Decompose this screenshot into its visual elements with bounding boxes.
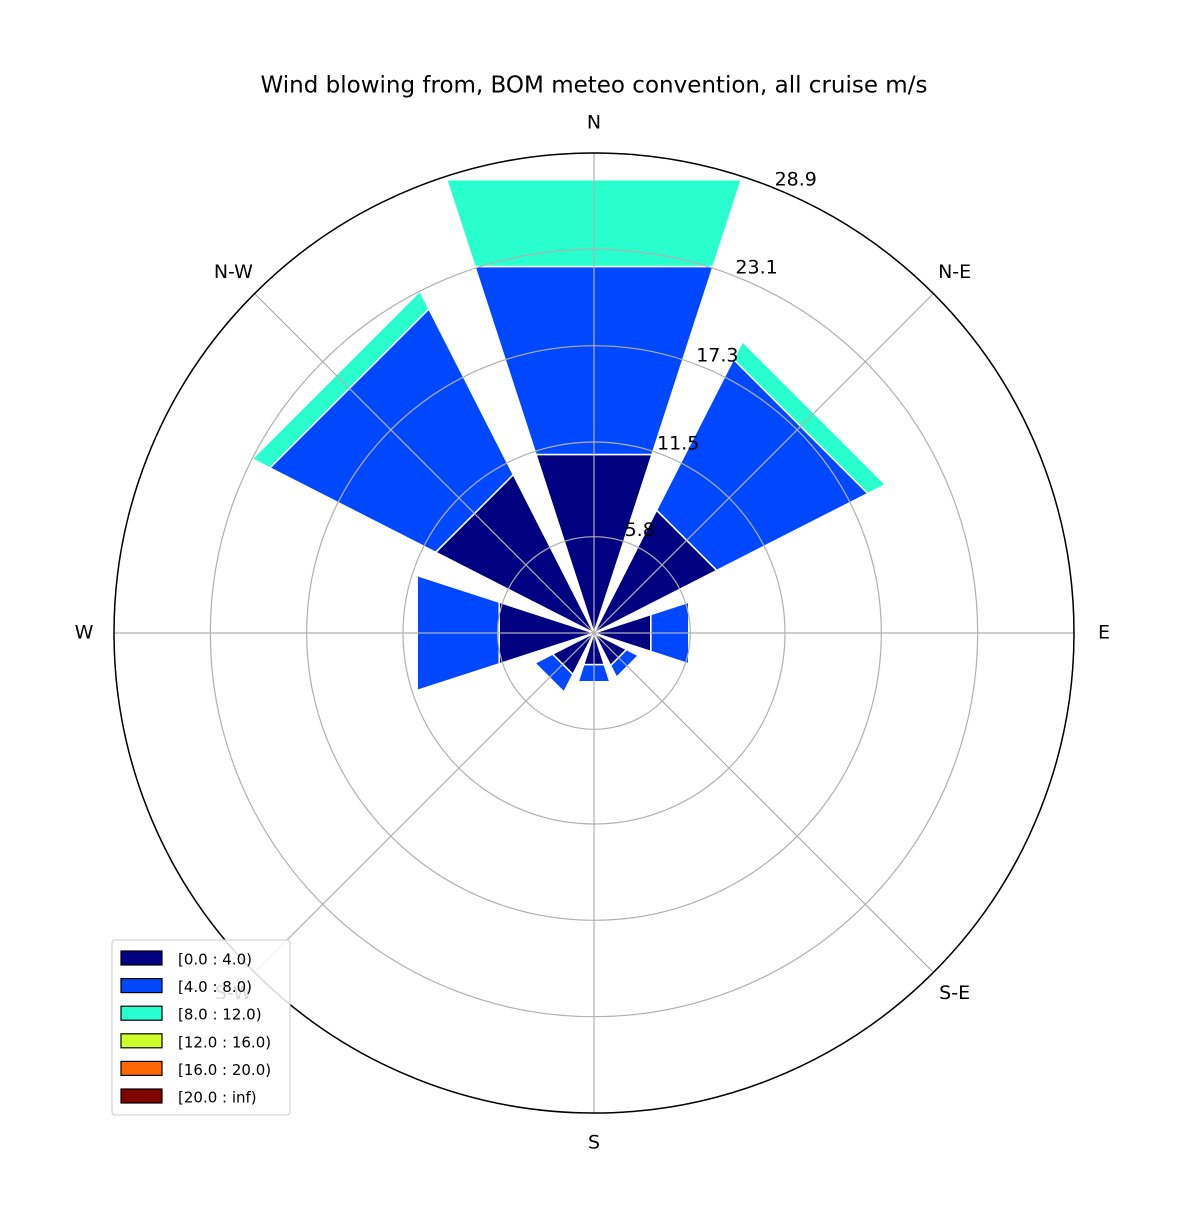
- grid-spoke: [593, 293, 934, 634]
- chart-title: Wind blowing from, BOM meteo convention,…: [261, 73, 928, 99]
- legend-label: [8.0 : 12.0): [178, 1006, 262, 1024]
- legend-swatch: [120, 977, 163, 994]
- direction-label: N-E: [938, 261, 971, 283]
- bar-segment: [742, 340, 887, 485]
- legend-swatch: [120, 1005, 163, 1021]
- direction-label: S: [588, 1132, 600, 1154]
- legend-swatch: [120, 1060, 163, 1077]
- grid-spoke: [254, 293, 595, 634]
- legend-swatch: [120, 1033, 163, 1049]
- polar-frame: [113, 152, 1075, 1114]
- direction-label: E: [1098, 622, 1110, 644]
- r-tick-label: 11.5: [657, 432, 699, 454]
- legend-label: [4.0 : 8.0): [178, 978, 252, 996]
- direction-label: N: [587, 112, 601, 134]
- bar-segment: [616, 655, 639, 678]
- grid-spoke: [254, 632, 595, 973]
- direction-label: W: [75, 622, 94, 644]
- r-tick-label: 17.3: [696, 344, 738, 366]
- r-tick-label: 5.8: [625, 519, 655, 541]
- bar-segment: [534, 662, 565, 693]
- legend-label: [20.0 : inf): [178, 1089, 257, 1107]
- legend-label: [16.0 : 20.0): [178, 1061, 271, 1079]
- direction-label: N-W: [214, 261, 253, 283]
- direction-label: S-E: [939, 982, 970, 1004]
- grid-spoke: [593, 632, 934, 973]
- legend-label: [0.0 : 4.0): [178, 951, 252, 969]
- r-tick-label: 23.1: [735, 256, 777, 278]
- legend-swatch: [120, 1088, 163, 1104]
- legend-label: [12.0 : 16.0): [178, 1033, 271, 1051]
- r-tick-label: 28.9: [775, 168, 817, 190]
- legend-swatch: [120, 950, 163, 966]
